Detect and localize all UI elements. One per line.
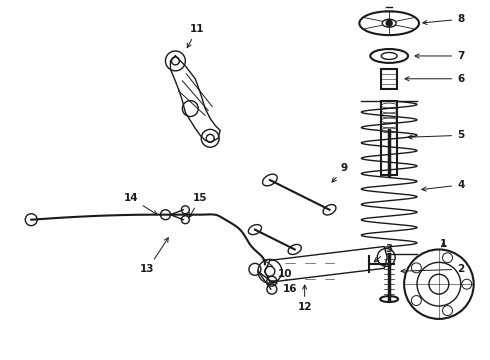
- Text: 8: 8: [423, 14, 465, 24]
- Circle shape: [386, 20, 392, 26]
- Text: 1: 1: [440, 239, 447, 249]
- Polygon shape: [171, 56, 220, 142]
- Text: 11: 11: [187, 24, 204, 48]
- Text: 14: 14: [123, 193, 157, 215]
- Text: 15: 15: [189, 193, 207, 217]
- Text: 7: 7: [415, 51, 465, 61]
- Text: 10: 10: [263, 260, 292, 279]
- Text: 3: 3: [374, 244, 393, 262]
- Text: 13: 13: [140, 238, 168, 274]
- Text: 2: 2: [401, 264, 465, 274]
- Text: 16: 16: [271, 281, 297, 294]
- Text: 12: 12: [297, 285, 312, 312]
- Polygon shape: [265, 247, 387, 282]
- Text: 4: 4: [422, 180, 465, 191]
- Text: 6: 6: [405, 74, 465, 84]
- Text: 9: 9: [332, 163, 348, 182]
- Text: 5: 5: [408, 130, 465, 140]
